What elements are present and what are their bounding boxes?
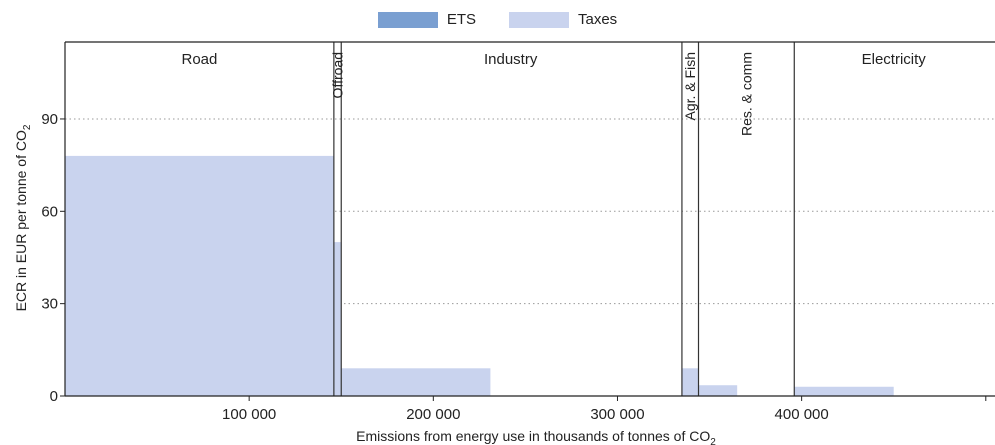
sector-label: Electricity — [862, 51, 927, 68]
y-axis-label-text: ECR in EUR per tonne of CO — [13, 130, 29, 311]
x-tick-label: 400 000 — [775, 406, 829, 423]
legend-label-taxes: Taxes — [578, 11, 618, 28]
legend: ETS Taxes — [0, 11, 995, 28]
sector-label: Industry — [484, 51, 538, 68]
sector-label: Res. & comm — [738, 52, 754, 136]
bar-res-comm — [698, 385, 738, 396]
y-tick-label: 0 — [50, 388, 58, 405]
sector-boundaries — [333, 42, 795, 396]
bar-road — [65, 155, 334, 396]
bar-agr-fish — [681, 368, 699, 396]
legend-swatch-taxes — [509, 11, 569, 28]
legend-swatch-ets — [377, 11, 438, 28]
sector-label: Road — [182, 51, 218, 68]
x-tick-label: 200 000 — [406, 406, 460, 423]
bar-industry — [341, 368, 491, 396]
bars — [65, 155, 894, 396]
legend-label-ets: ETS — [446, 11, 476, 28]
y-axis-label: ECR in EUR per tonne of CO2 — [13, 124, 33, 311]
axes: 0 30 60 90 100 000 200 000 300 000 400 000 — [41, 41, 995, 423]
grid — [65, 118, 995, 305]
y-tick-label: 60 — [41, 203, 58, 220]
bar-offroad — [333, 242, 342, 396]
sector-label: Offroad — [330, 52, 346, 98]
x-axis-label-text: Emissions from energy use in thousands o… — [356, 428, 710, 444]
y-tick-label: 30 — [41, 296, 58, 313]
sector-labels: Road Offroad Industry Agr. & Fish Res. & com… — [182, 51, 927, 136]
x-axis-label-subscript: 2 — [710, 437, 716, 445]
bar-electricity — [794, 386, 894, 396]
sector-label: Agr. & Fish — [682, 52, 698, 120]
x-tick-label: 300 000 — [590, 406, 644, 423]
x-axis-label: Emissions from energy use in thousands o… — [356, 428, 716, 445]
x-tick-label: 100 000 — [222, 406, 276, 423]
y-tick-label: 90 — [41, 111, 58, 128]
y-axis-label-subscript: 2 — [22, 124, 33, 130]
